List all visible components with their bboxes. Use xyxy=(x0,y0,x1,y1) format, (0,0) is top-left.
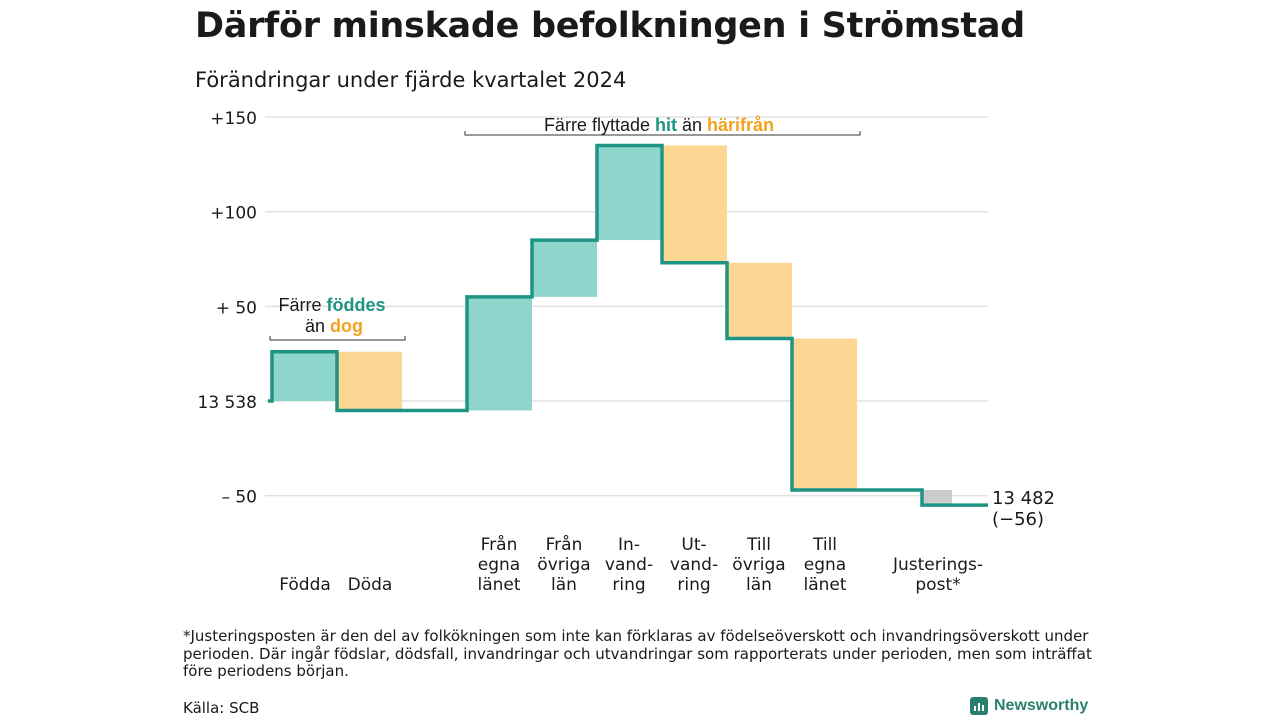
x-tick-label: post* xyxy=(915,575,960,595)
bar xyxy=(467,296,532,411)
x-tick-label: övriga xyxy=(732,555,785,575)
migration-bracket xyxy=(464,131,861,136)
births-annotation-line2: än dog xyxy=(305,316,363,336)
annotation-text: än xyxy=(305,316,330,336)
x-tick-label: länet xyxy=(803,575,846,595)
births-annotation-line1: Färre föddes xyxy=(278,295,385,315)
x-tick-label: övriga xyxy=(537,555,590,575)
footnote: *Justeringsposten är den del av folkökni… xyxy=(183,627,1092,680)
chart-title: Därför minskade befolkningen i Strömstad xyxy=(195,6,1025,46)
bar-chart-icon xyxy=(970,697,988,715)
brand: Newsworthy xyxy=(970,697,1088,715)
x-tick-label: Från xyxy=(546,534,583,555)
births-bracket xyxy=(269,336,406,341)
bar xyxy=(727,262,792,339)
x-tick-label: Födda xyxy=(279,575,331,595)
y-tick-label: +150 xyxy=(210,109,257,129)
step-line xyxy=(268,143,988,507)
bar xyxy=(662,145,727,263)
annotation-text: än xyxy=(677,115,707,135)
x-tick-label: In- xyxy=(618,535,640,555)
bar xyxy=(532,240,597,297)
bar xyxy=(337,351,402,411)
x-tick-label: län xyxy=(551,575,577,595)
x-tick-label: vand- xyxy=(605,555,653,575)
x-tick-label: länet xyxy=(477,575,520,595)
bars xyxy=(272,145,952,506)
y-tick-label: +100 xyxy=(210,204,257,224)
annotation-text: Färre xyxy=(278,295,326,315)
end-value-label: 13 482 xyxy=(992,488,1055,509)
x-tick-label: Från xyxy=(481,534,518,555)
x-tick-label: ring xyxy=(612,575,645,595)
x-tick-label: Till xyxy=(746,535,771,555)
annotation-text: Färre flyttade xyxy=(544,115,655,135)
chart-subtitle: Förändringar under fjärde kvartalet 2024 xyxy=(195,68,627,92)
annotation-highlight-out: härifrån xyxy=(707,115,774,135)
end-change-label: (−56) xyxy=(992,509,1044,530)
annotation-highlight-in: hit xyxy=(655,115,677,135)
bar xyxy=(792,338,857,490)
y-axis-labels: +150 +100 + 50 13 538 – 50 xyxy=(198,109,257,508)
bar xyxy=(597,145,662,241)
x-tick-label: län xyxy=(746,575,772,595)
y-tick-label: + 50 xyxy=(216,298,257,318)
x-tick-label: Justerings- xyxy=(892,555,983,575)
bar xyxy=(272,351,337,401)
end-value-labels: 13 482(−56) xyxy=(992,488,1055,530)
x-tick-label: vand- xyxy=(670,555,718,575)
annotation-highlight-born: föddes xyxy=(327,295,386,315)
x-axis-labels: Födda DödaFrånegnalänetFrånövrigalänIn-va… xyxy=(279,534,983,595)
step-line xyxy=(268,143,988,507)
y-tick-label: – 50 xyxy=(221,488,257,508)
source-label: Källa: SCB xyxy=(183,699,260,717)
x-tick-label: Döda xyxy=(348,575,393,595)
bar xyxy=(922,489,952,506)
migration-annotation: Färre flyttade hit än härifrån xyxy=(544,115,774,135)
brand-name: Newsworthy xyxy=(994,697,1089,714)
x-tick-label: egna xyxy=(478,555,520,575)
x-tick-label: ring xyxy=(677,575,710,595)
x-tick-label: Ut- xyxy=(681,535,706,555)
y-tick-label: 13 538 xyxy=(198,393,257,413)
x-tick-label: egna xyxy=(804,555,846,575)
annotation-highlight-died: dog xyxy=(330,316,363,336)
x-tick-label: Till xyxy=(812,535,837,555)
